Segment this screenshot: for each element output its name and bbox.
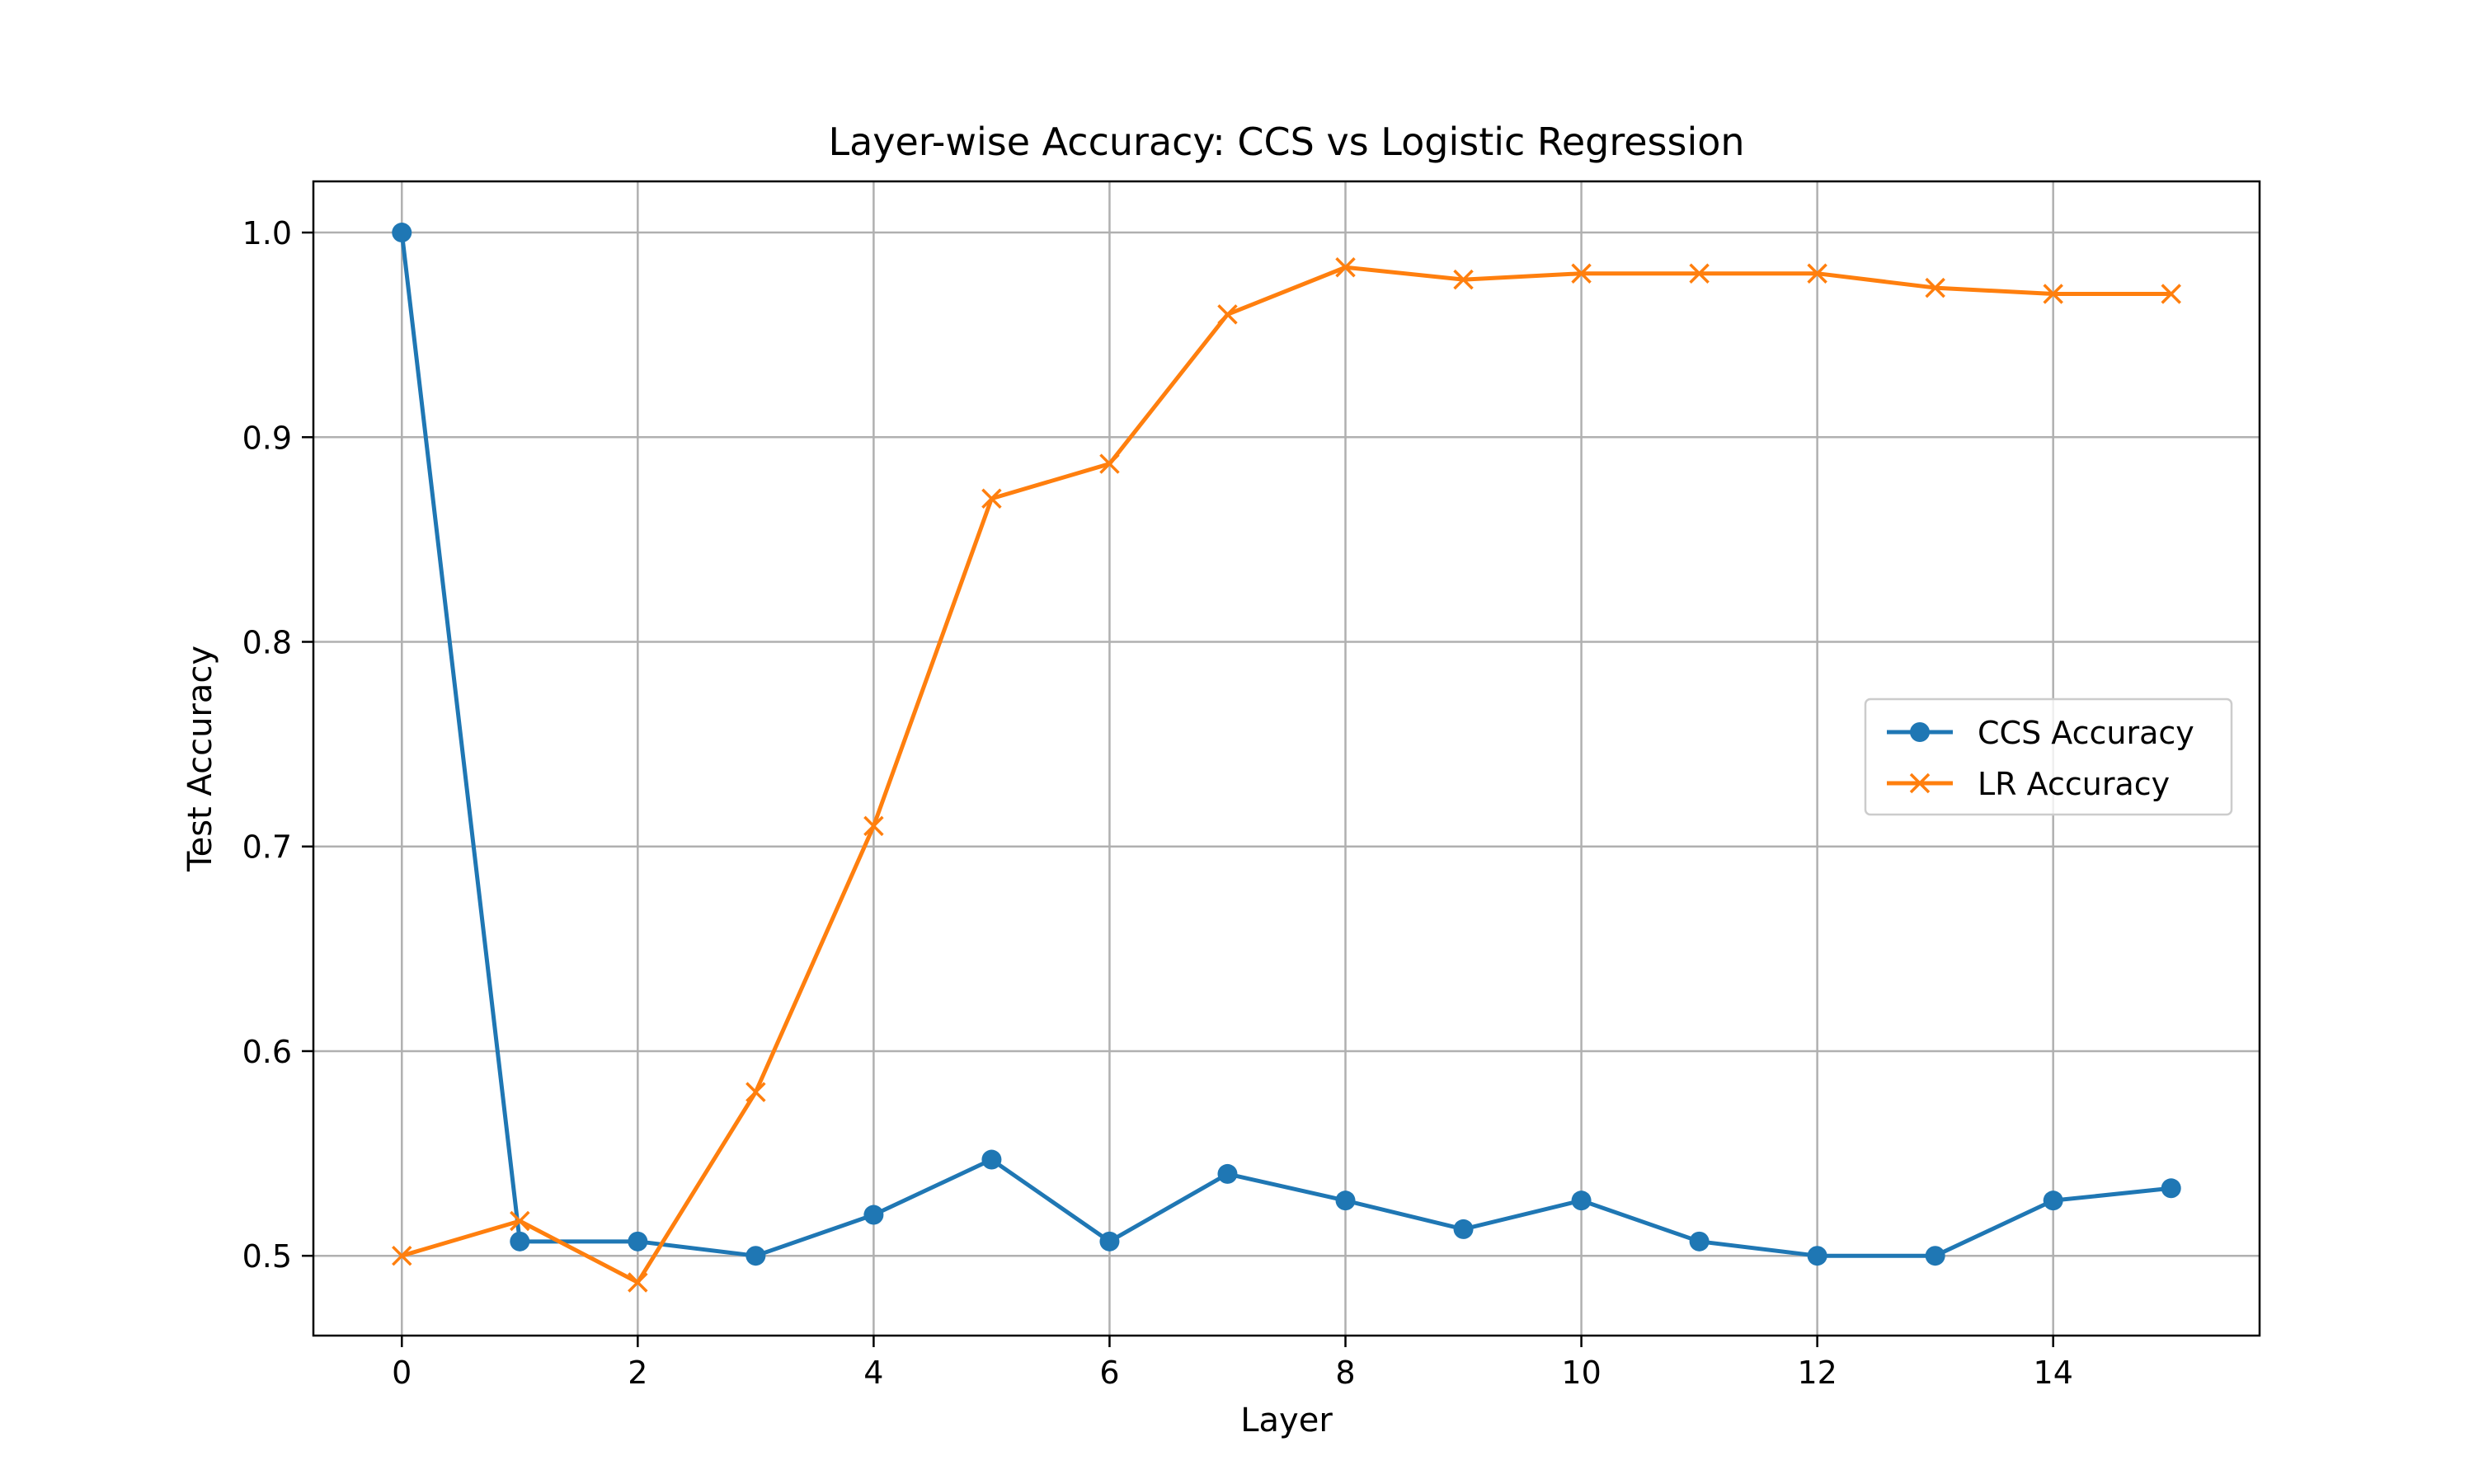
data-point-lr-accuracy xyxy=(745,1082,766,1102)
x-marker-stroke xyxy=(1909,773,1931,794)
y-tick-label: 0.6 xyxy=(242,1034,292,1070)
series-ccs-accuracy xyxy=(392,223,2181,1266)
series-line-lr-accuracy xyxy=(401,265,2171,1284)
x-marker-stroke xyxy=(1925,277,1945,298)
x-tick-label: 6 xyxy=(1099,1355,1119,1391)
x-tick-label: 12 xyxy=(1797,1355,1837,1391)
x-marker-stroke xyxy=(1689,263,1710,284)
data-point-ccs-accuracy xyxy=(1571,1190,1592,1211)
data-point-lr-accuracy xyxy=(628,1272,648,1293)
x-tick-label: 4 xyxy=(863,1355,883,1391)
x-marker-stroke xyxy=(1335,257,1356,278)
data-point-ccs-accuracy xyxy=(1925,1246,1945,1266)
data-point-lr-accuracy xyxy=(2161,284,2181,304)
y-tick-label: 0.5 xyxy=(242,1238,292,1275)
x-marker-stroke xyxy=(392,1245,412,1266)
x-tick-label: 10 xyxy=(1561,1355,1601,1391)
legend-marker xyxy=(1909,773,1931,794)
data-point-lr-accuracy xyxy=(2043,284,2063,304)
data-point-ccs-accuracy xyxy=(1689,1231,1710,1252)
x-marker-stroke xyxy=(2043,284,2063,304)
data-point-ccs-accuracy xyxy=(1453,1219,1474,1239)
data-point-ccs-accuracy xyxy=(1099,1231,1120,1252)
data-point-lr-accuracy xyxy=(863,815,884,837)
data-point-ccs-accuracy xyxy=(2161,1178,2181,1199)
data-point-ccs-accuracy xyxy=(1217,1163,1238,1184)
legend-marker xyxy=(1910,722,1930,742)
x-marker-stroke xyxy=(1453,269,1474,290)
data-point-lr-accuracy xyxy=(1571,263,1592,284)
x-marker-stroke xyxy=(745,1082,766,1102)
chart-title: Layer-wise Accuracy: CCS vs Logistic Reg… xyxy=(828,120,1744,164)
data-point-ccs-accuracy xyxy=(745,1246,766,1266)
data-point-lr-accuracy xyxy=(1335,257,1356,278)
data-point-lr-accuracy xyxy=(1099,453,1120,474)
data-point-lr-accuracy xyxy=(1453,269,1474,290)
data-point-lr-accuracy xyxy=(1807,263,1827,284)
data-point-ccs-accuracy xyxy=(392,223,412,243)
x-tick-label: 8 xyxy=(1335,1355,1355,1391)
series-layer xyxy=(392,223,2181,1293)
x-marker-stroke xyxy=(863,815,884,837)
x-axis-label: Layer xyxy=(1240,1402,1333,1439)
data-point-ccs-accuracy xyxy=(981,1149,1002,1170)
legend-label: LR Accuracy xyxy=(1978,766,2170,802)
x-tick-label: 2 xyxy=(628,1355,647,1391)
x-axis-ticks: 0 2 4 6 8 10 12 14 xyxy=(392,1336,2073,1391)
grid xyxy=(313,181,2260,1336)
x-marker-stroke xyxy=(1571,263,1592,284)
axes-frame xyxy=(312,180,2261,1337)
data-point-ccs-accuracy xyxy=(863,1205,884,1225)
legend-item: CCS Accuracy xyxy=(1887,715,2194,751)
data-point-lr-accuracy xyxy=(1217,304,1238,325)
x-marker-stroke xyxy=(1099,453,1120,474)
y-tick-label: 0.9 xyxy=(242,420,292,456)
legend: CCS Accuracy LR Accuracy xyxy=(1864,697,2233,816)
x-marker-stroke xyxy=(1807,263,1827,284)
legend-box xyxy=(1864,697,2233,816)
legend-item: LR Accuracy xyxy=(1887,766,2170,802)
data-point-lr-accuracy xyxy=(1689,263,1710,284)
data-point-ccs-accuracy xyxy=(510,1231,530,1252)
data-point-ccs-accuracy xyxy=(2043,1190,2063,1211)
y-tick-label: 1.0 xyxy=(242,215,292,251)
data-point-lr-accuracy xyxy=(981,488,1002,509)
legend-label: CCS Accuracy xyxy=(1978,715,2194,751)
x-marker-stroke xyxy=(981,488,1002,509)
y-axis-label: Test Accuracy xyxy=(181,646,219,872)
x-tick-label: 0 xyxy=(392,1355,412,1391)
data-point-ccs-accuracy xyxy=(1807,1246,1827,1266)
x-marker-stroke xyxy=(2161,284,2181,304)
data-point-ccs-accuracy xyxy=(628,1231,648,1252)
y-tick-label: 0.7 xyxy=(242,829,292,866)
data-point-ccs-accuracy xyxy=(1335,1190,1356,1211)
x-marker-stroke xyxy=(1217,304,1238,325)
data-point-lr-accuracy xyxy=(510,1210,530,1232)
x-marker-stroke xyxy=(510,1210,530,1232)
series-lr-accuracy xyxy=(392,257,2181,1293)
data-point-lr-accuracy xyxy=(392,1245,412,1266)
x-marker-stroke xyxy=(628,1272,648,1293)
series-line-ccs-accuracy xyxy=(399,232,2171,1258)
y-tick-label: 0.8 xyxy=(242,625,292,661)
y-axis-ticks: 0.5 0.6 0.7 0.8 0.9 1.0 xyxy=(242,215,313,1275)
x-tick-label: 14 xyxy=(2034,1355,2073,1391)
data-point-lr-accuracy xyxy=(1925,277,1945,298)
